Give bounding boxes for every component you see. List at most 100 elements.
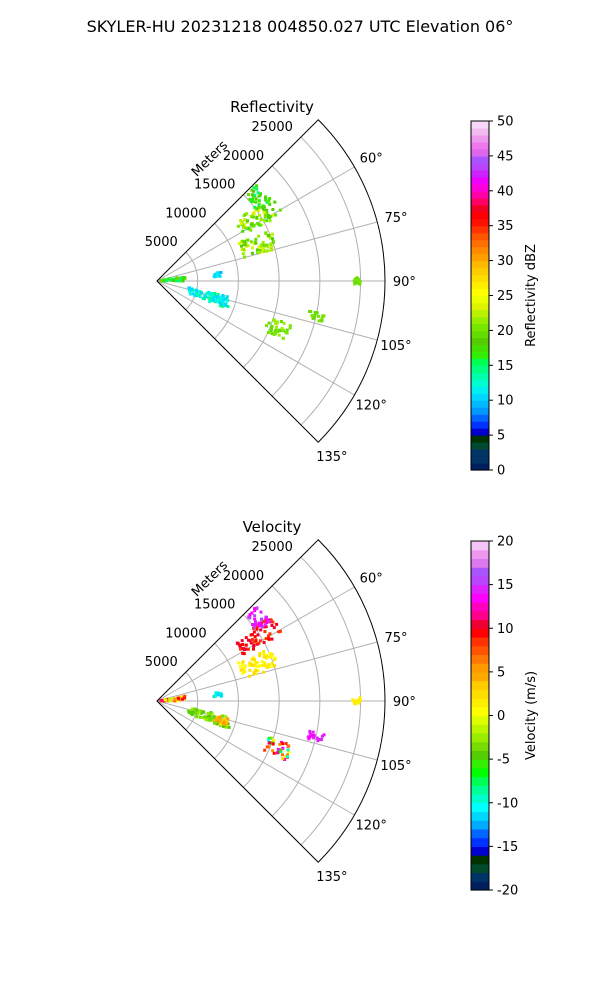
echo-gate (196, 710, 200, 714)
echo-gate (215, 272, 219, 276)
azimuth-gridline (156, 280, 355, 396)
colorbar-segment (471, 190, 489, 199)
colorbar-segment (471, 680, 489, 690)
range-tick-label: 5000 (145, 655, 178, 670)
echo-gate (263, 663, 267, 667)
echo-gate (315, 311, 319, 315)
echo-gate (203, 715, 207, 719)
echo-layer (159, 184, 362, 340)
echo-gate (195, 290, 199, 294)
colorbar-segment (471, 281, 489, 290)
azimuth-gridline (156, 641, 378, 702)
echo-gate (251, 623, 254, 626)
colorbar-segment (471, 260, 489, 269)
colorbar-segment (471, 421, 489, 429)
echo-gate (259, 243, 263, 247)
echo-gate (270, 327, 273, 331)
echo-gate (181, 697, 185, 701)
colorbar-segment (471, 232, 489, 241)
echo-gate (353, 281, 357, 285)
colorbar-segment (471, 141, 489, 150)
colorbar-segment (471, 593, 489, 603)
echo-gate (215, 715, 219, 719)
colorbar-segment (471, 558, 489, 568)
colorbar-segment (471, 225, 489, 234)
echo-gate (252, 644, 256, 648)
colorbar-segment (471, 820, 489, 830)
echo-gate (320, 319, 324, 323)
colorbar-tick-label: 15 (497, 359, 514, 374)
echo-gate (224, 725, 228, 729)
echo-gate (355, 276, 359, 280)
echo-gate (164, 698, 168, 702)
echo-gate (219, 298, 223, 302)
echo-gate (195, 715, 199, 719)
echo-gate (271, 742, 275, 746)
echo-gate (240, 244, 243, 248)
echo-gate (288, 324, 292, 328)
colorbar-segment (471, 344, 489, 352)
echo-gate (252, 186, 256, 190)
echo-gate (276, 747, 280, 751)
echo-gate (272, 738, 276, 742)
colorbar-segment (471, 456, 489, 464)
echo-gate (280, 327, 284, 331)
echo-gate (267, 637, 271, 641)
echo-gate (225, 295, 229, 299)
echo-gate (244, 226, 248, 230)
echo-gate (254, 664, 257, 668)
echo-gate (215, 722, 219, 726)
echo-gate (248, 661, 252, 665)
echo-gate (250, 657, 254, 661)
echo-gate (251, 200, 255, 203)
echo-gate (257, 205, 261, 209)
echo-gate (248, 668, 252, 672)
azimuth-tick-label: 75° (384, 211, 407, 226)
azimuth-tick-label: 135° (316, 450, 347, 465)
colorbar-segment (471, 379, 489, 387)
colorbar-segment (471, 400, 489, 408)
colorbar-segment (471, 393, 489, 401)
colorbar-segment (471, 169, 489, 178)
azimuth-tick-label: 60° (360, 571, 383, 586)
echo-gate (281, 753, 284, 757)
colorbar-tick-label: 35 (497, 219, 514, 234)
echo-gate (211, 298, 215, 302)
colorbar-segment (471, 811, 489, 821)
sector-frame (156, 119, 386, 443)
echo-gate (281, 328, 285, 332)
echo-gate (214, 299, 217, 303)
echo-gate (253, 658, 256, 662)
echo-gate (281, 742, 285, 746)
echo-gate (264, 198, 267, 202)
echo-gate (243, 670, 247, 674)
echo-gate (238, 665, 242, 669)
echo-gate (272, 319, 276, 323)
echo-gate (275, 622, 279, 626)
colorbar-segment (471, 372, 489, 380)
azimuth-tick-label: 120° (356, 819, 387, 834)
echo-gate (257, 250, 261, 254)
echo-gate (254, 620, 258, 624)
colorbar-tick-label: 10 (497, 622, 514, 637)
echo-gate (217, 716, 221, 720)
echo-gate (224, 717, 228, 721)
echo-gate (160, 698, 164, 702)
echo-gate (353, 699, 357, 703)
colorbar-segment (471, 802, 489, 813)
echo-gate (214, 694, 217, 698)
echo-gate (248, 613, 252, 617)
range-tick-label: 20000 (223, 149, 264, 164)
echo-gate (244, 643, 248, 647)
echo-gate (246, 647, 250, 651)
colorbar-tick-label: 50 (497, 115, 514, 130)
echo-gate (243, 218, 247, 222)
echo-gate (173, 697, 177, 701)
echo-gate (258, 249, 262, 252)
echo-gate (241, 252, 245, 256)
echo-gate (252, 630, 256, 634)
echo-gate (312, 736, 315, 740)
echo-gate (271, 749, 275, 753)
echo-gate (269, 618, 273, 622)
echo-gate (270, 624, 274, 627)
